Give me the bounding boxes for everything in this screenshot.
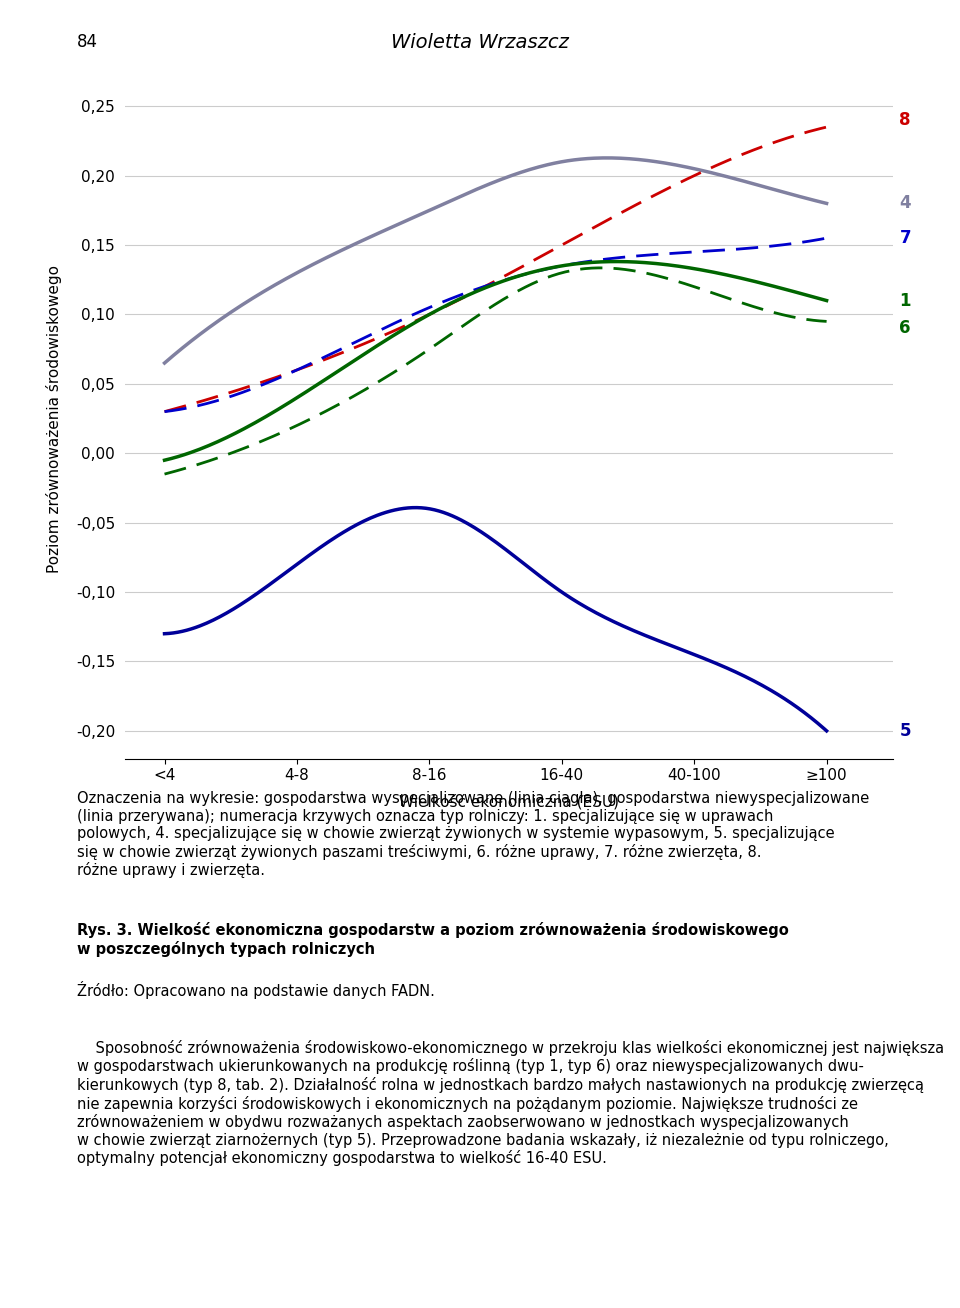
Text: Źródło: Opracowano na podstawie danych FADN.: Źródło: Opracowano na podstawie danych F…	[77, 981, 435, 999]
Text: 84: 84	[77, 33, 98, 51]
Text: 1: 1	[900, 292, 911, 310]
Y-axis label: Poziom zrównoważenia środowiskowego: Poziom zrównoważenia środowiskowego	[46, 264, 62, 573]
Text: 7: 7	[900, 229, 911, 247]
Text: 4: 4	[900, 195, 911, 212]
Text: Rys. 3. Wielkość ekonomiczna gospodarstw a poziom zrównoważenia środowiskowego
w: Rys. 3. Wielkość ekonomiczna gospodarstw…	[77, 922, 788, 956]
Text: 8: 8	[900, 111, 911, 129]
Text: 5: 5	[900, 722, 911, 740]
Text: Oznaczenia na wykresie: gospodarstwa wyspecjalizowane (linia ciągła), gospodarst: Oznaczenia na wykresie: gospodarstwa wys…	[77, 791, 869, 879]
Text: Sposobność zrównoważenia środowiskowo-ekonomicznego w przekroju klas wielkości e: Sposobność zrównoważenia środowiskowo-ek…	[77, 1040, 944, 1167]
Text: Wioletta Wrzaszcz: Wioletta Wrzaszcz	[391, 33, 569, 52]
Text: 6: 6	[900, 319, 911, 337]
X-axis label: Wielkość ekonomiczna (ESU): Wielkość ekonomiczna (ESU)	[398, 794, 619, 810]
